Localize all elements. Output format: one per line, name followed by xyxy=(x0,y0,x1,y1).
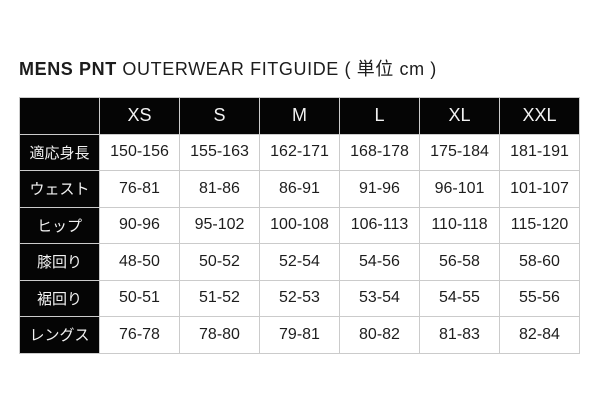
page-title: MENS PNT OUTERWEAR FITGUIDE ( 単位 cm ) xyxy=(19,57,437,81)
size-value-cell: 168-178 xyxy=(339,133,420,171)
row-label-hip: ヒップ xyxy=(19,206,100,244)
size-value-cell: 52-53 xyxy=(259,279,340,317)
size-value-cell: 82-84 xyxy=(499,316,580,354)
size-value-cell: 95-102 xyxy=(179,206,260,244)
table-row-height: 適応身長 150-156 155-163 162-171 168-178 175… xyxy=(19,133,580,171)
table-row-hem: 裾回り 50-51 51-52 52-53 53-54 54-55 55-56 xyxy=(19,279,580,317)
size-value-cell: 86-91 xyxy=(259,170,340,208)
column-header-xs: XS xyxy=(99,97,180,135)
table-row-knee: 膝回り 48-50 50-52 52-54 54-56 56-58 58-60 xyxy=(19,243,580,281)
row-label-knee: 膝回り xyxy=(19,243,100,281)
corner-cell xyxy=(19,97,100,135)
column-header-xxl: XXL xyxy=(499,97,580,135)
row-label-height: 適応身長 xyxy=(19,133,100,171)
column-header-xl: XL xyxy=(419,97,500,135)
size-value-cell: 53-54 xyxy=(339,279,420,317)
size-value-cell: 78-80 xyxy=(179,316,260,354)
size-value-cell: 115-120 xyxy=(499,206,580,244)
table-row-hip: ヒップ 90-96 95-102 100-108 106-113 110-118… xyxy=(19,206,580,244)
fitguide-table: XS S M L XL XXL 適応身長 150-156 155-163 162… xyxy=(19,97,580,354)
size-value-cell: 79-81 xyxy=(259,316,340,354)
size-value-cell: 55-56 xyxy=(499,279,580,317)
size-value-cell: 96-101 xyxy=(419,170,500,208)
size-value-cell: 50-52 xyxy=(179,243,260,281)
size-value-cell: 155-163 xyxy=(179,133,260,171)
size-value-cell: 175-184 xyxy=(419,133,500,171)
size-value-cell: 81-86 xyxy=(179,170,260,208)
title-brand: MENS PNT xyxy=(19,59,117,79)
size-value-cell: 150-156 xyxy=(99,133,180,171)
column-header-l: L xyxy=(339,97,420,135)
size-value-cell: 52-54 xyxy=(259,243,340,281)
size-value-cell: 51-52 xyxy=(179,279,260,317)
size-value-cell: 110-118 xyxy=(419,206,500,244)
column-header-s: S xyxy=(179,97,260,135)
size-value-cell: 181-191 xyxy=(499,133,580,171)
size-value-cell: 91-96 xyxy=(339,170,420,208)
column-header-m: M xyxy=(259,97,340,135)
size-value-cell: 100-108 xyxy=(259,206,340,244)
table-row-waist: ウェスト 76-81 81-86 86-91 91-96 96-101 101-… xyxy=(19,170,580,208)
size-value-cell: 101-107 xyxy=(499,170,580,208)
size-value-cell: 76-81 xyxy=(99,170,180,208)
size-value-cell: 80-82 xyxy=(339,316,420,354)
row-label-hem: 裾回り xyxy=(19,279,100,317)
size-value-cell: 76-78 xyxy=(99,316,180,354)
table-header-row: XS S M L XL XXL xyxy=(19,97,580,135)
size-value-cell: 81-83 xyxy=(419,316,500,354)
row-label-waist: ウェスト xyxy=(19,170,100,208)
size-value-cell: 54-55 xyxy=(419,279,500,317)
size-value-cell: 106-113 xyxy=(339,206,420,244)
size-value-cell: 162-171 xyxy=(259,133,340,171)
size-value-cell: 50-51 xyxy=(99,279,180,317)
row-label-length: レングス xyxy=(19,316,100,354)
title-subtitle: OUTERWEAR FITGUIDE ( 単位 cm ) xyxy=(122,59,437,79)
size-value-cell: 56-58 xyxy=(419,243,500,281)
size-value-cell: 48-50 xyxy=(99,243,180,281)
size-value-cell: 54-56 xyxy=(339,243,420,281)
size-value-cell: 58-60 xyxy=(499,243,580,281)
table-row-length: レングス 76-78 78-80 79-81 80-82 81-83 82-84 xyxy=(19,316,580,354)
size-value-cell: 90-96 xyxy=(99,206,180,244)
